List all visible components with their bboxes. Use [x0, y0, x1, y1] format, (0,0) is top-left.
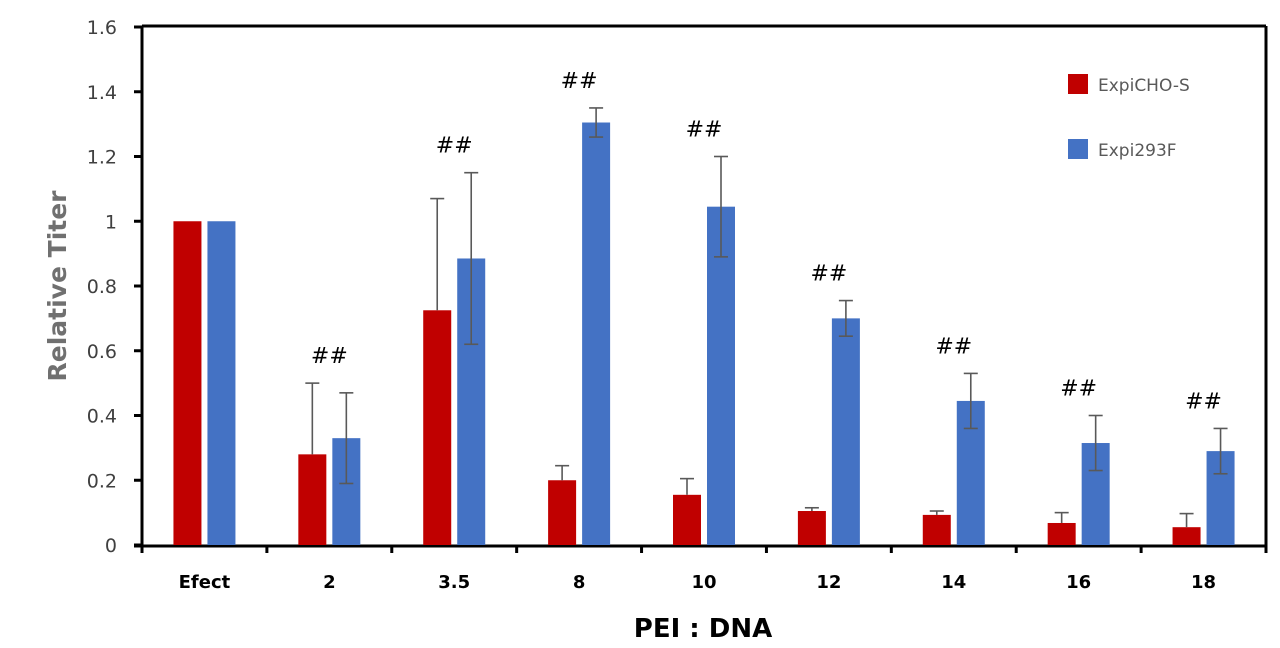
x-category-label: Efect	[179, 572, 231, 593]
x-category-label: 14	[941, 572, 966, 593]
significance-annotation: ##	[935, 334, 972, 359]
significance-annotation: ##	[1185, 389, 1222, 414]
error-bars	[305, 107, 1228, 528]
x-category-label: 3.5	[438, 572, 470, 593]
bar-expicho-s-18	[1172, 527, 1201, 545]
x-category-label: 2	[323, 572, 336, 593]
bar-expicho-s-14	[922, 514, 951, 545]
x-category-label: 8	[573, 572, 586, 593]
bar-expicho-s-16	[1047, 522, 1076, 545]
y-tick-label: 1.6	[87, 17, 117, 39]
y-tick-label: 1.2	[87, 147, 117, 169]
significance-annotation: ##	[1060, 377, 1097, 402]
significance-annotation: ##	[686, 118, 723, 143]
bar-expi293f-12	[831, 318, 860, 545]
legend-label-expi293f: Expi293F	[1098, 141, 1177, 161]
legend: ExpiCHO-S Expi293F	[1068, 74, 1190, 161]
y-tick-label: 1.4	[87, 82, 117, 104]
x-category-label: 16	[1066, 572, 1091, 593]
y-tick-label: 0.8	[87, 276, 117, 298]
bar-expicho-s-2	[298, 454, 327, 545]
bar-expi293f-10	[707, 206, 735, 545]
bar-expi293f-efect	[207, 221, 236, 545]
x-category-label: 18	[1191, 572, 1216, 593]
significance-annotation: ##	[436, 134, 473, 159]
legend-swatch-expi293f	[1068, 139, 1088, 159]
y-tick-label: 0.4	[87, 406, 117, 428]
x-axis-title: PEI : DNA	[634, 614, 772, 644]
y-tick-label: 0	[105, 535, 117, 557]
x-category-label: 12	[816, 572, 841, 593]
y-axis-title: Relative Titer	[43, 190, 72, 382]
bars	[173, 122, 1235, 545]
y-ticks: 0 0.2 0.4 0.6 0.8 1 1.2 1.4 1.6	[87, 17, 142, 557]
significance-annotation: ##	[810, 262, 847, 287]
significance-annotation: ##	[311, 344, 348, 369]
y-tick-label: 0.6	[87, 341, 117, 363]
y-tick-label: 1	[105, 211, 117, 233]
bar-expicho-s-3-5	[423, 310, 452, 545]
plot-frame	[134, 24, 1268, 551]
annotations: ## ## ## ## ## ## ## ##	[311, 69, 1222, 415]
bar-expicho-s-10	[673, 494, 701, 545]
bar-expi293f-8	[582, 122, 611, 545]
bar-expicho-s-12	[797, 511, 826, 545]
significance-annotation: ##	[561, 69, 598, 94]
bar-expicho-s-8	[548, 480, 577, 545]
legend-swatch-expicho-s	[1068, 74, 1088, 94]
bar-expicho-s-efect	[173, 221, 202, 545]
x-ticks	[140, 546, 1268, 553]
x-category-label: 10	[691, 572, 716, 593]
y-tick-label: 0.2	[87, 470, 117, 492]
category-labels: Efect 2 3.5 8 10 12 14 16 18	[179, 572, 1216, 593]
legend-label-expicho-s: ExpiCHO-S	[1098, 76, 1190, 96]
